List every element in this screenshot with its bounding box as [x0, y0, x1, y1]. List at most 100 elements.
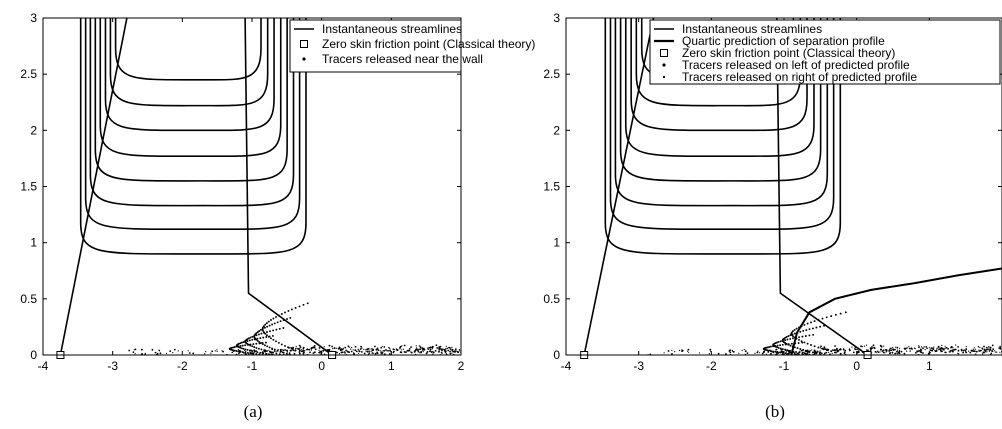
tracer-dot	[371, 352, 374, 354]
tracer-dot	[995, 351, 997, 353]
tracer-dot	[717, 352, 720, 355]
tracer-dot	[817, 318, 820, 321]
tracer-dot	[284, 344, 286, 347]
tracer-dot	[791, 333, 794, 336]
tracer-dot	[432, 353, 434, 355]
tracer-dot	[777, 346, 780, 349]
tracer-dot	[884, 352, 886, 354]
tracer-dot	[790, 352, 793, 355]
tracer-group	[647, 311, 1002, 355]
tracer-dot	[451, 349, 454, 352]
tracer-dot	[381, 345, 383, 347]
tracer-dot	[214, 350, 216, 352]
tracer-dot	[393, 350, 395, 353]
tracer-dot	[192, 352, 195, 355]
tracer-dot	[432, 345, 434, 348]
tracer-dot	[299, 346, 302, 349]
tracer-dot	[988, 349, 991, 351]
x-tick-label: -3	[633, 359, 644, 373]
tracer-dot	[989, 346, 991, 348]
tracer-dot	[158, 349, 161, 352]
tracer-dot	[419, 348, 422, 351]
tracer-dot	[819, 325, 822, 328]
tracer-dot	[944, 347, 947, 349]
tracer-dot	[879, 344, 882, 347]
tracer-dot	[806, 342, 809, 345]
tracer-dot	[803, 341, 806, 344]
tracer-dot	[241, 351, 244, 354]
tracer-dot	[888, 350, 890, 353]
tracer-dot	[681, 350, 683, 352]
legend-label: Instantaneous streamlines	[682, 22, 822, 36]
tracer-dot	[816, 350, 818, 352]
tracer-dot	[132, 351, 135, 353]
tracer-dot	[144, 352, 146, 354]
tracer-dot	[843, 348, 845, 350]
tracer-dot	[811, 327, 814, 330]
tracer-dot	[458, 349, 460, 351]
tracer-dot	[794, 342, 797, 345]
tracer-dot	[799, 350, 801, 352]
tracer-dot	[914, 348, 916, 350]
tracer-dot	[261, 351, 264, 353]
tracer-dot	[216, 349, 218, 351]
tracer-dot	[247, 348, 249, 351]
tracer-dot	[251, 338, 254, 341]
tracer-dot	[322, 349, 325, 352]
tracer-dot	[427, 347, 429, 349]
tracer-dot	[270, 352, 273, 354]
tracer-dot	[924, 349, 926, 351]
tracer-dot	[827, 349, 829, 352]
y-tick-label: 1.5	[543, 180, 560, 194]
tracer-dot	[235, 350, 238, 352]
tracer-dot	[787, 350, 790, 352]
tracer-dot	[388, 353, 391, 355]
x-tick-label: -1	[247, 359, 258, 373]
tracer-dot	[792, 330, 794, 333]
x-tick-label: 2	[458, 359, 465, 373]
tracer-dot	[882, 349, 885, 352]
tracer-dot	[782, 350, 784, 352]
tracer-dot	[895, 346, 897, 348]
tracer-dot	[803, 323, 806, 326]
tracer-dot	[421, 349, 424, 351]
tracer-dot	[376, 347, 379, 350]
tracer-dot	[798, 326, 800, 329]
tracer-dot	[457, 351, 459, 354]
tracer-dot	[802, 351, 804, 354]
tracer-dot	[698, 352, 701, 354]
tracer-dot	[441, 353, 443, 355]
tracer-dot	[793, 328, 796, 331]
tracer-dot	[770, 350, 772, 352]
tracer-dot	[766, 349, 769, 352]
tracer-dot	[277, 314, 280, 317]
tracer-dot	[792, 337, 794, 340]
tracer-dot	[401, 345, 403, 347]
tracer-dot	[918, 345, 920, 347]
tracer-dot	[302, 352, 305, 355]
tracer-dot	[286, 351, 288, 353]
tracer-dot	[943, 348, 945, 351]
tracer-dot	[387, 349, 389, 352]
tracer-dot	[402, 348, 405, 350]
tracer-dot	[953, 348, 955, 351]
tracer-dot	[293, 352, 296, 355]
tracer-dot	[784, 343, 787, 346]
tracer-dot	[393, 348, 395, 351]
y-tick-label: 0	[30, 348, 37, 362]
tracer-dot	[422, 351, 424, 353]
tracer-dot	[354, 349, 357, 352]
tracer-dot	[839, 348, 842, 350]
tracer-dot	[922, 347, 924, 350]
tracer-dot	[205, 351, 207, 353]
tracer-dot	[298, 351, 301, 353]
tracer-dot	[892, 348, 895, 351]
tracer-dot	[251, 345, 254, 348]
tracer-dot	[295, 346, 297, 348]
tracer-dot	[281, 349, 283, 351]
tracer-dot	[741, 349, 743, 351]
tracer-dot	[403, 351, 405, 353]
tracer-dot	[947, 348, 949, 350]
panel-b: -4 -3 -2 -1 0 1 0 0.5 1 1.5 2 2.5 3 Instantaneous str…	[543, 11, 1002, 373]
tracer-dot	[348, 346, 350, 348]
